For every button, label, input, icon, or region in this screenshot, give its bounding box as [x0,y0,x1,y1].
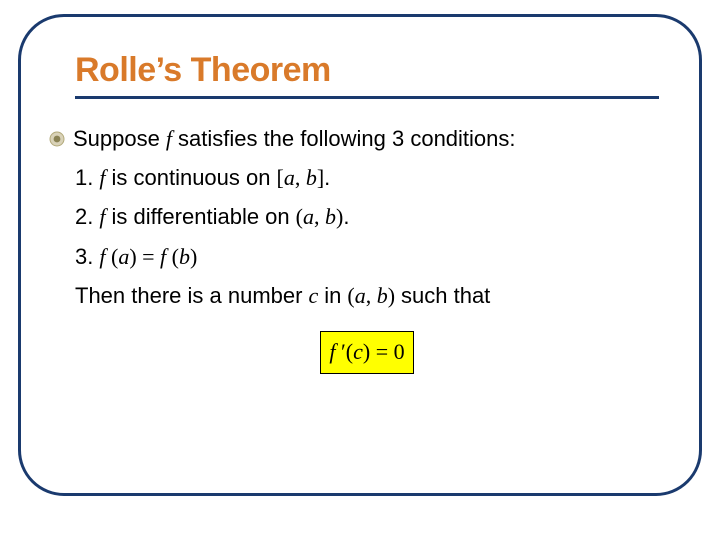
condition-3-close-a: ) = [129,244,160,269]
condition-1-f: f [99,160,105,195]
condition-3-paren-b: ( [172,244,179,269]
conclusion-comma: , [366,283,377,308]
conclusion-b: b [377,283,388,308]
condition-2-b: b [325,204,336,229]
slide-title: Rolle’s Theorem [75,51,659,90]
conclusion-paren-close: ) [388,283,395,308]
condition-1-comma: , [295,165,306,190]
condition-2-paren-open: ( [296,204,303,229]
condition-1-number: 1. [75,160,93,195]
condition-3-fb: f [160,244,172,269]
eq-f: f [329,339,341,364]
conclusion-paren-open: ( [347,283,354,308]
condition-1-period: . [324,165,330,190]
condition-3-close-b: ) [190,244,197,269]
condition-3-a: a [118,244,129,269]
condition-2-comma: , [314,204,325,229]
condition-3-fa: f [99,244,111,269]
intro-line: Suppose f satisfies the following 3 cond… [75,121,659,156]
condition-1-b: b [306,165,317,190]
conclusion-prefix: Then there is a number [75,278,302,313]
bullet-icon [49,131,65,147]
conclusion-suffix: such that [401,278,490,313]
conclusion-in: in [324,278,341,313]
highlighted-equation-row: f ′(c) = 0 [75,331,659,374]
condition-2-f: f [99,199,105,234]
condition-1-line: 1. f is continuous on [a, b]. [75,160,659,195]
conclusion-c: c [308,278,318,313]
intro-prefix-text: Suppose [73,121,160,156]
eq-c: c [353,339,363,364]
slide-body: Suppose f satisfies the following 3 cond… [75,121,659,374]
conclusion-line: Then there is a number c in (a, b) such … [75,278,659,313]
condition-3-number: 3. [75,239,93,274]
title-underline [75,96,659,99]
eq-rest: ) = 0 [363,339,405,364]
condition-1-a: a [284,165,295,190]
condition-3-b: b [179,244,190,269]
condition-1-text: is continuous on [111,160,270,195]
intro-suffix-text: satisfies the following 3 conditions: [178,121,516,156]
condition-2-period: . [343,204,349,229]
condition-3-line: 3. f (a) = f (b) [75,239,659,274]
condition-2-text: is differentiable on [111,199,289,234]
highlighted-equation: f ′(c) = 0 [320,331,413,374]
condition-2-number: 2. [75,199,93,234]
condition-1-bracket-open: [ [276,165,283,190]
condition-2-a: a [303,204,314,229]
slide-frame: Rolle’s Theorem Suppose f satisfies the … [18,14,702,496]
intro-f-symbol: f [166,121,172,156]
eq-prime: ′( [341,339,353,364]
condition-2-line: 2. f is differentiable on (a, b). [75,199,659,234]
conclusion-a: a [355,283,366,308]
